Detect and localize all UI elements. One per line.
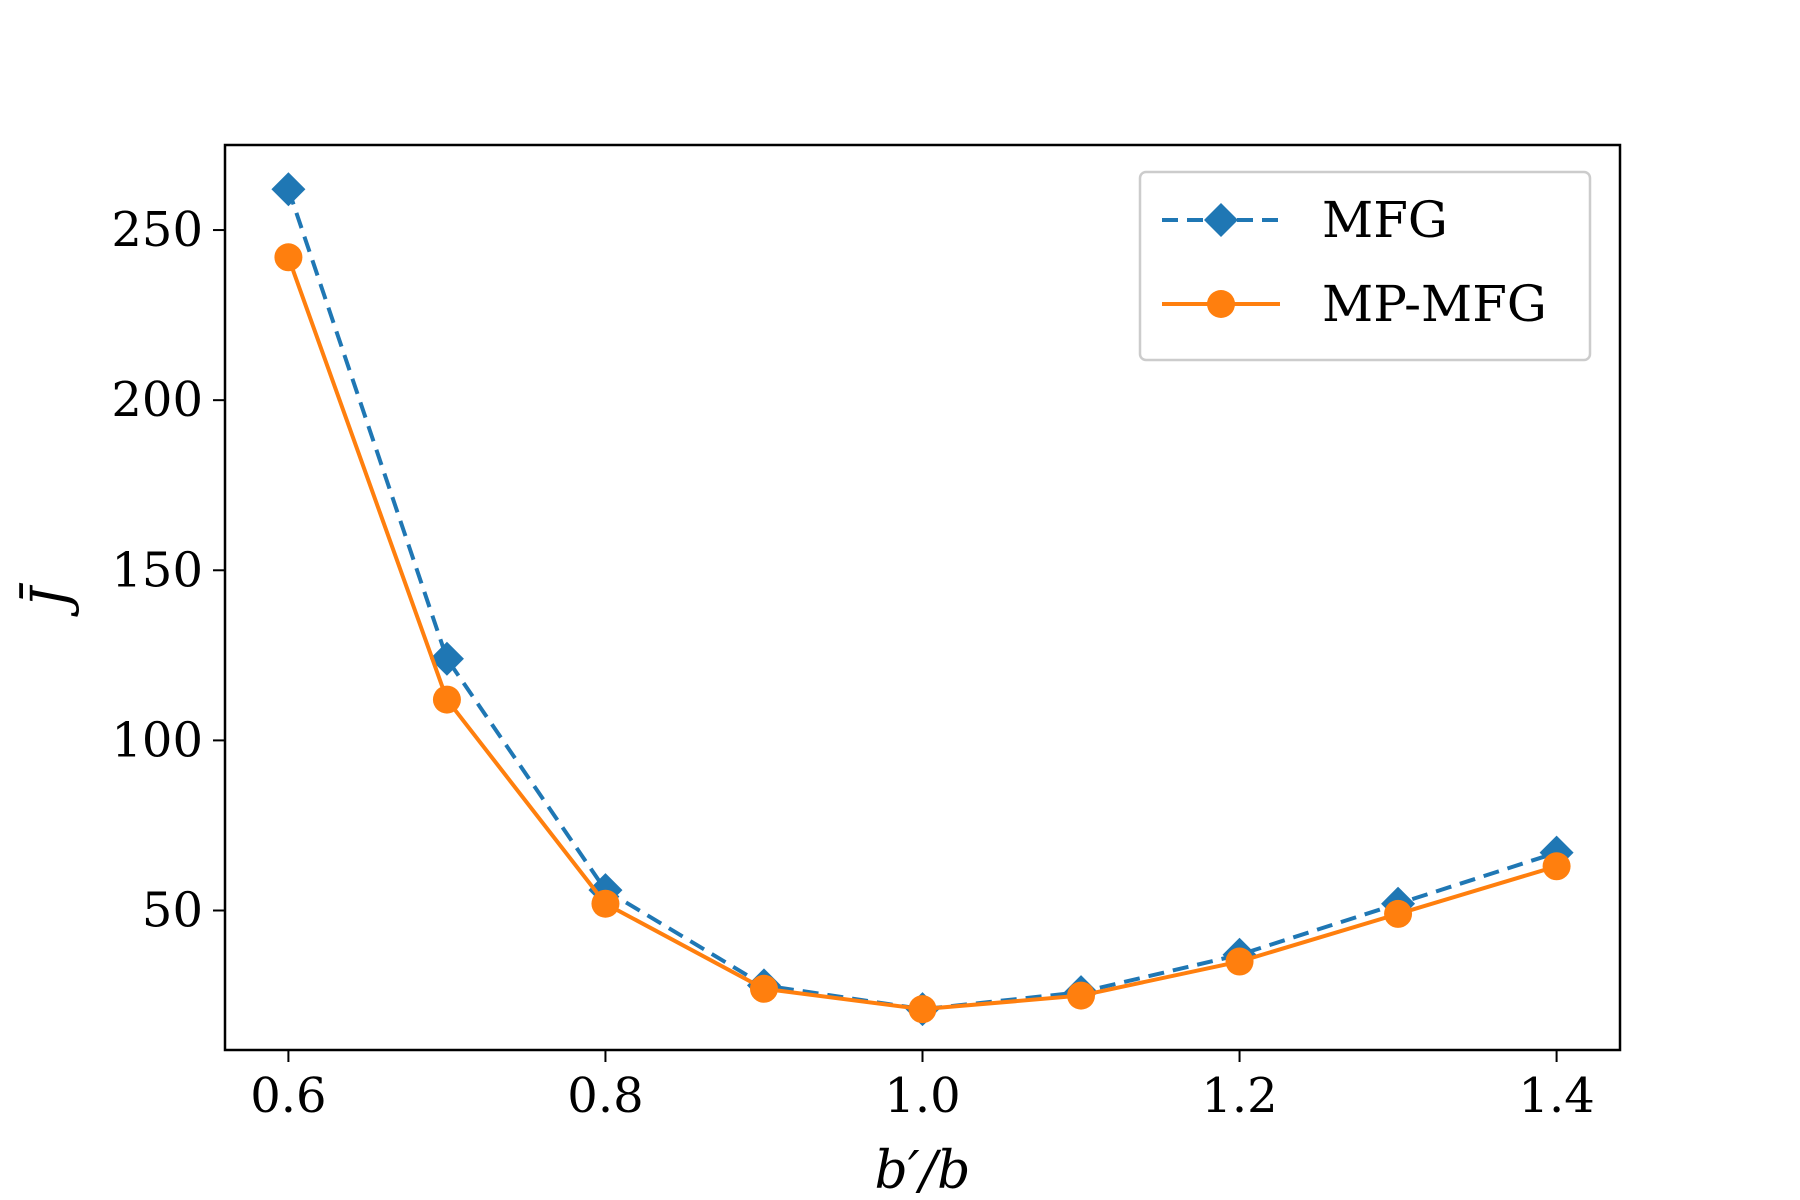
data-point-mp-mfg [908,995,937,1024]
y-tick-label: 150 [111,542,203,598]
legend-label: MP-MFG [1322,275,1547,333]
data-point-mp-mfg [749,974,778,1003]
series-line-mfg [286,188,1558,1012]
series-layer [271,172,1574,1027]
legend-swatch-marker [1207,290,1235,318]
y-tick-label: 50 [142,883,203,939]
data-point-mp-mfg [432,685,461,714]
y-tick-label: 200 [111,372,203,428]
y-tick-label: 100 [111,712,203,768]
data-point-mp-mfg [591,889,620,918]
x-tick-label: 1.0 [884,1068,960,1124]
legend-item-mp-mfg: MP-MFG [1162,275,1547,333]
legend-item-mfg: MFG [1162,191,1448,249]
data-point-mp-mfg [1067,981,1096,1010]
x-axis-title: b′/b [875,1141,971,1200]
data-point-mfg [429,641,464,676]
series-mp-mfg [274,243,1571,1024]
data-point-mp-mfg [274,243,303,272]
x-axis: 0.6 0.8 1.0 1.2 1.4 [250,1050,1595,1124]
x-tick-label: 0.8 [567,1068,643,1124]
y-tick-label: 250 [111,202,203,258]
data-point-mp-mfg [1384,899,1413,928]
y-axis: 50 100 150 200 250 [111,202,225,939]
data-point-mp-mfg [1542,852,1571,881]
x-tick-label: 1.4 [1518,1068,1594,1124]
x-tick-label: 1.2 [1201,1068,1277,1124]
legend-swatch-marker [1204,203,1238,237]
data-point-mfg [271,172,306,207]
x-tick-label: 0.6 [250,1068,326,1124]
data-point-mp-mfg [1225,947,1254,976]
legend-label: MFG [1322,191,1448,249]
legend: MFG MP-MFG [1138,170,1592,362]
